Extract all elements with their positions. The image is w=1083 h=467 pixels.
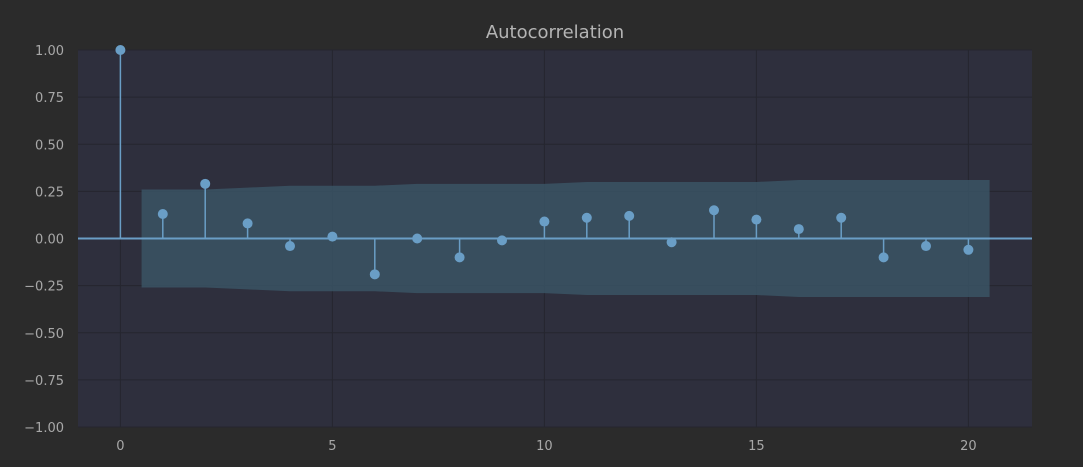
stem-marker-lag-9 xyxy=(497,235,507,246)
y-tick-label: −0.50 xyxy=(24,327,64,342)
stem-marker-lag-8 xyxy=(454,252,465,263)
stem-marker-lag-0 xyxy=(115,45,126,55)
stem-marker-lag-14 xyxy=(709,205,719,216)
x-tick-label: 10 xyxy=(536,439,553,454)
y-tick-label: −1.00 xyxy=(24,421,64,436)
x-tick-label: 0 xyxy=(116,439,124,454)
stem-marker-lag-4 xyxy=(285,241,295,252)
stem-marker-lag-18 xyxy=(878,252,889,263)
stems xyxy=(115,45,974,280)
stem-marker-lag-17 xyxy=(836,212,847,223)
stem-marker-lag-11 xyxy=(581,212,592,223)
stem-marker-lag-10 xyxy=(539,216,550,227)
stem-marker-lag-7 xyxy=(412,233,423,244)
y-tick-label: 0.00 xyxy=(35,233,64,248)
x-tick-label: 5 xyxy=(328,439,336,454)
stem-marker-lag-12 xyxy=(624,210,635,221)
y-tick-label: −0.25 xyxy=(24,280,64,295)
y-axis-ticks: 1.00 0.75 0.50 0.25 0.00 −0.25 −0.50 −0.75 −1.00 xyxy=(24,44,64,436)
stem-marker-lag-19 xyxy=(921,241,931,252)
stem-marker-lag-1 xyxy=(157,208,168,219)
x-tick-label: 15 xyxy=(748,439,765,454)
x-axis-ticks: 0 5 10 15 20 xyxy=(116,439,976,454)
stem-marker-lag-5 xyxy=(327,231,338,242)
stem-marker-lag-15 xyxy=(751,214,762,225)
stem-marker-lag-13 xyxy=(666,237,677,248)
y-tick-label: 0.75 xyxy=(35,91,64,106)
stem-marker-lag-16 xyxy=(793,224,804,235)
stem-marker-lag-20 xyxy=(963,244,974,255)
stem-marker-lag-2 xyxy=(200,178,211,189)
y-tick-label: −0.75 xyxy=(24,374,64,389)
stem-marker-lag-3 xyxy=(242,218,253,229)
chart-title: Autocorrelation xyxy=(486,22,624,43)
y-tick-label: 1.00 xyxy=(35,44,64,59)
y-tick-label: 0.50 xyxy=(35,138,64,153)
stem-marker-lag-6 xyxy=(369,269,380,280)
x-tick-label: 20 xyxy=(960,439,977,454)
y-tick-label: 0.25 xyxy=(35,185,64,200)
